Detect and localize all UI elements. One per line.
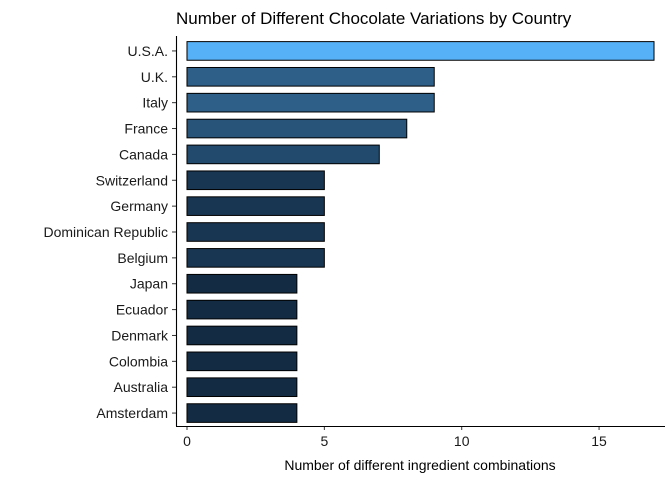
bar-colombia [186, 351, 298, 372]
bar-amsterdam [186, 403, 298, 423]
y-tick-label: Denmark [111, 327, 169, 343]
bar-ecuador [186, 299, 298, 320]
y-tick-label: Colombia [109, 353, 168, 369]
bar-france [186, 118, 408, 139]
bar-u-s-a [186, 41, 655, 61]
x-axis: 0 5 10 15 [183, 426, 607, 449]
bar-denmark [186, 325, 298, 346]
y-tick-label: Belgium [117, 250, 168, 266]
bar-switzerland [186, 170, 325, 191]
x-tick-label: 10 [454, 433, 470, 449]
bar-germany [186, 196, 325, 216]
y-tick-label: Germany [110, 198, 168, 214]
bar-belgium [186, 248, 325, 268]
bar-japan [186, 273, 298, 294]
y-tick-label: U.K. [141, 69, 168, 85]
y-tick-label: U.S.A. [128, 43, 168, 59]
bar-australia [186, 377, 298, 398]
y-tick-label: France [124, 121, 168, 137]
y-tick-label: Ecuador [116, 302, 168, 318]
bar-dominican-republic [186, 222, 325, 242]
y-tick-label: Canada [119, 146, 168, 162]
x-axis-title: Number of different ingredient combinati… [284, 457, 555, 473]
y-tick-label: Japan [130, 276, 168, 292]
x-tick-label: 15 [591, 433, 607, 449]
bar-u-k [186, 66, 435, 87]
y-tick-label: Dominican Republic [43, 224, 168, 240]
x-tick-label: 5 [320, 433, 328, 449]
chart-title: Number of Different Chocolate Variations… [176, 9, 572, 28]
y-tick-label: Switzerland [96, 172, 168, 188]
y-tick-label: Italy [142, 95, 168, 111]
bars-layer [186, 41, 655, 423]
bar-canada [186, 144, 380, 165]
bar-italy [186, 92, 435, 113]
y-axis: U.S.A. U.K. Italy France Canada Switzerland Ge… [43, 43, 176, 421]
x-tick-label: 0 [183, 433, 191, 449]
y-tick-label: Amsterdam [96, 405, 168, 421]
y-tick-label: Australia [114, 379, 169, 395]
